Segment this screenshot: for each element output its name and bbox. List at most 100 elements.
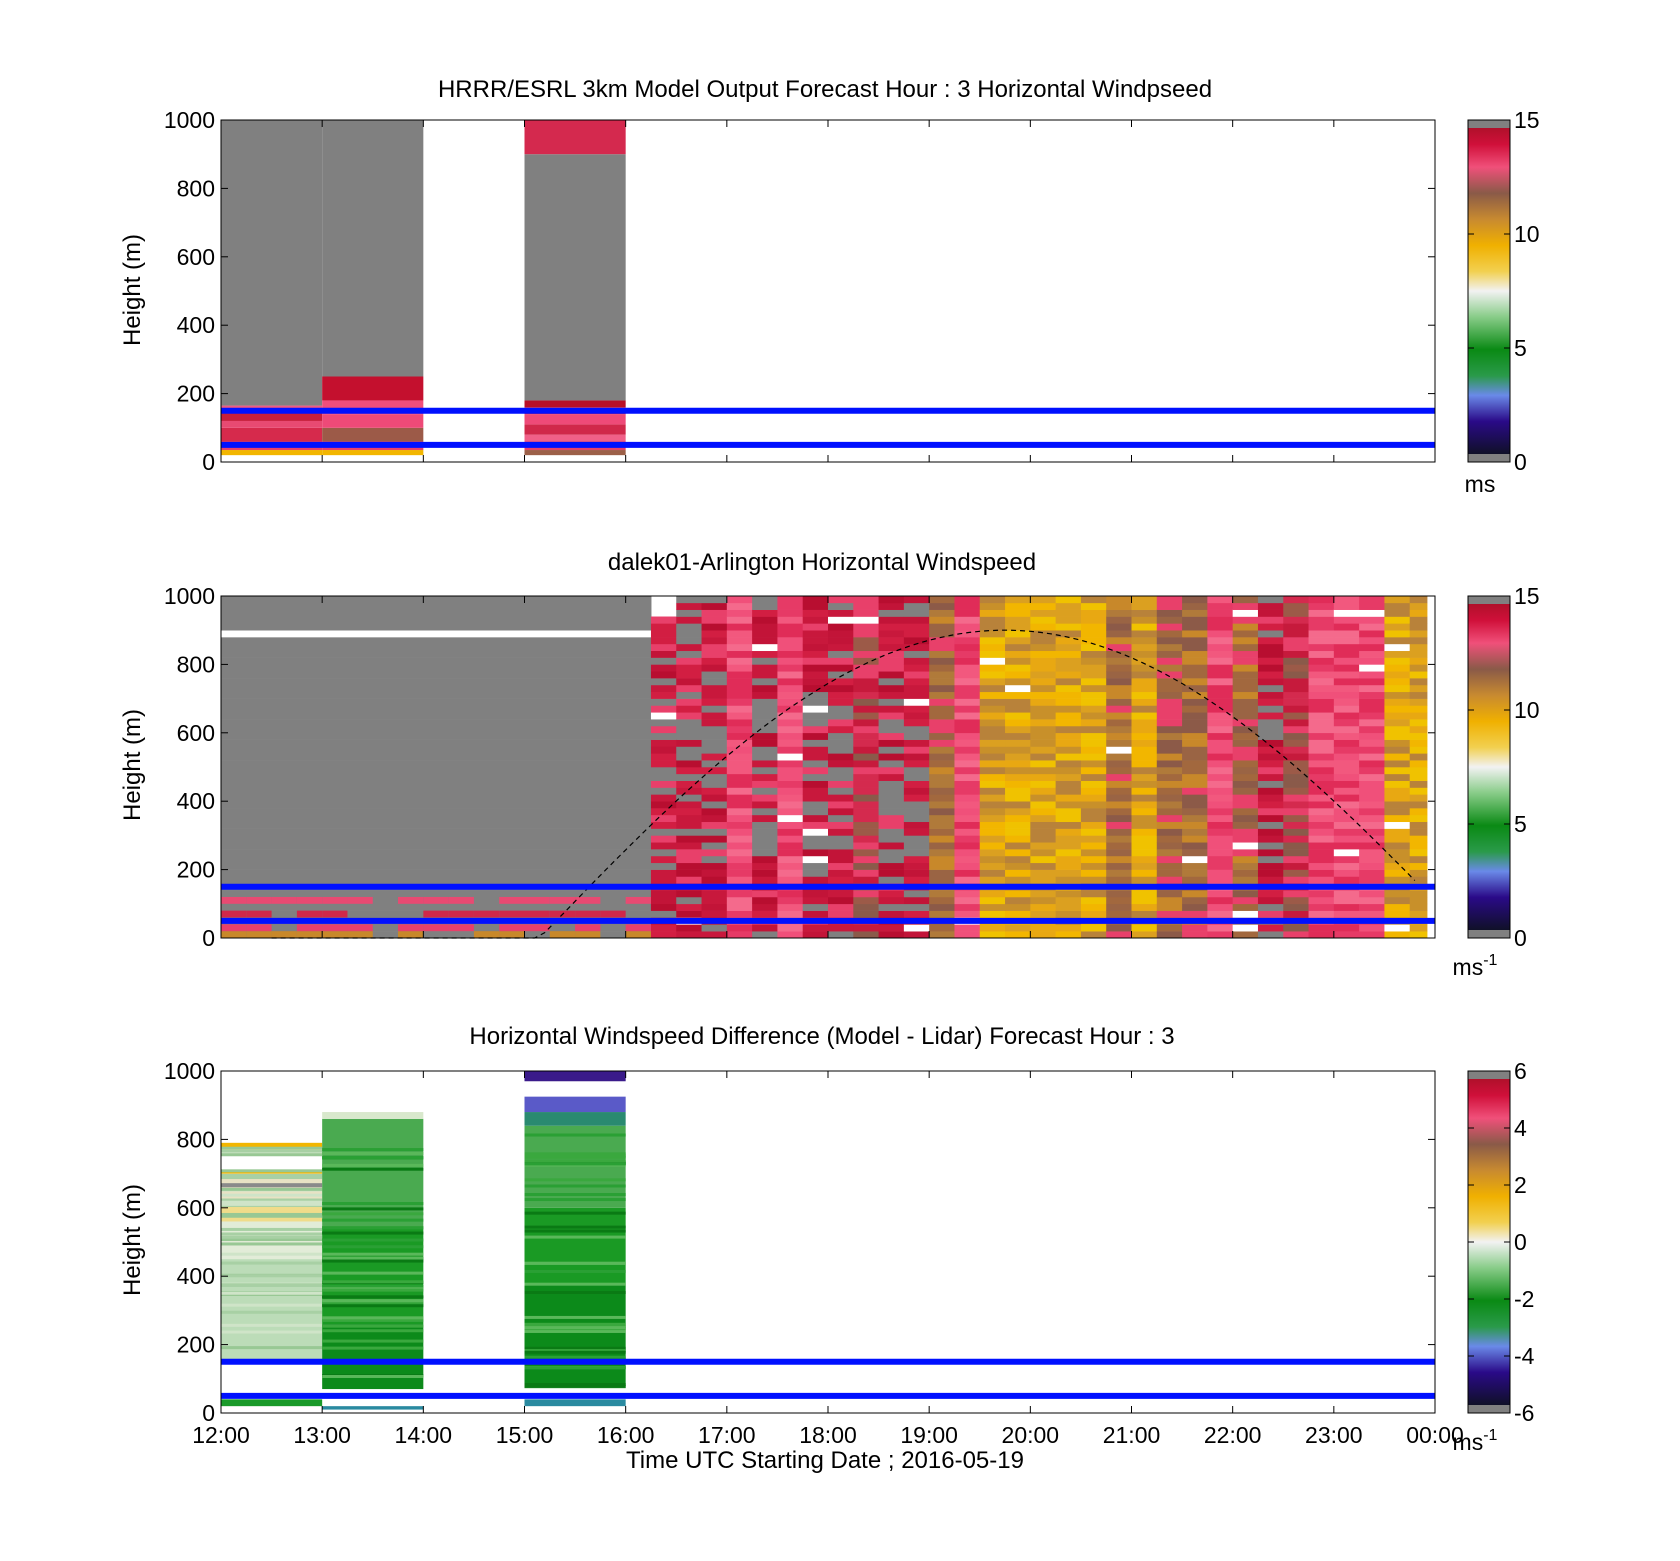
heatmap-cell — [828, 869, 854, 877]
heatmap-cell — [1156, 780, 1183, 788]
heatmap-cell — [676, 794, 703, 802]
heatmap-cell — [828, 760, 854, 768]
heatmap-cell — [524, 1282, 626, 1286]
y-tick-label: 400 — [177, 312, 215, 338]
heatmap-cell — [221, 705, 652, 713]
heatmap-cell — [1156, 650, 1183, 658]
heatmap-cell — [954, 698, 981, 706]
heatmap-cell — [1333, 671, 1360, 679]
heatmap-cell — [448, 924, 474, 932]
heatmap-cell — [954, 746, 981, 754]
heatmap-cell — [1030, 698, 1057, 706]
heatmap-cell — [726, 725, 753, 734]
heatmap-cell — [524, 1349, 626, 1353]
heatmap-cell — [1207, 596, 1234, 604]
heatmap-cell — [1308, 862, 1335, 870]
heatmap-cell — [1232, 814, 1259, 823]
heatmap-cell — [1232, 684, 1259, 693]
heatmap-cell — [524, 1096, 626, 1113]
heatmap-cell — [1080, 855, 1107, 864]
heatmap-cell — [1409, 678, 1428, 686]
heatmap-cell — [1080, 616, 1107, 624]
heatmap-cell — [954, 910, 981, 918]
heatmap-cell — [1283, 732, 1310, 740]
heatmap-cell — [853, 890, 880, 898]
heatmap-cell — [221, 732, 652, 740]
heatmap-cell — [1308, 725, 1335, 734]
heatmap-cell — [701, 773, 728, 781]
heatmap-cell — [650, 712, 677, 720]
heatmap-cell — [777, 814, 804, 823]
heatmap-cell — [1156, 896, 1183, 905]
heatmap-cell — [221, 623, 652, 631]
heatmap-cell — [903, 684, 930, 693]
y-tick-label: 0 — [202, 449, 215, 475]
heatmap-cell — [221, 767, 652, 775]
heatmap-cell — [1359, 596, 1385, 604]
heatmap-cell — [1080, 842, 1107, 850]
heatmap-cell — [1308, 876, 1335, 884]
heatmap-cell — [726, 849, 753, 857]
heatmap-cell — [1359, 773, 1385, 781]
heatmap-cell — [853, 753, 880, 761]
heatmap-cell — [650, 903, 677, 911]
heatmap-cell — [1409, 664, 1428, 672]
heatmap-cell — [1384, 712, 1411, 720]
heatmap-cell — [676, 801, 703, 809]
heatmap-cell — [929, 842, 955, 850]
heatmap-cell — [1156, 760, 1183, 768]
heatmap-cell — [1182, 691, 1208, 699]
heatmap-cell — [1384, 794, 1411, 802]
heatmap-cell — [1182, 896, 1208, 905]
heatmap-cell — [676, 719, 703, 727]
heatmap-cell — [650, 691, 677, 699]
heatmap-cell — [1080, 787, 1107, 795]
heatmap-cell — [701, 910, 728, 918]
heatmap-cell — [676, 787, 703, 795]
heatmap-cell — [853, 787, 880, 795]
heatmap-cell — [853, 698, 880, 706]
y-tick-label: 1000 — [164, 583, 215, 609]
heatmap-cell — [979, 910, 1006, 918]
heatmap-cell — [1384, 903, 1411, 911]
heatmap-cell — [929, 828, 955, 836]
heatmap-cell — [777, 671, 804, 679]
heatmap-cell — [1030, 637, 1057, 645]
heatmap-cell — [1283, 903, 1310, 911]
heatmap-cell — [1106, 637, 1132, 645]
heatmap-cell — [1384, 725, 1411, 734]
heatmap-cell — [701, 869, 728, 877]
heatmap-cell — [524, 1152, 626, 1156]
heatmap-cell — [650, 623, 677, 631]
heatmap-cell — [650, 616, 677, 624]
heatmap-cell — [1308, 609, 1335, 617]
heatmap-cell — [625, 896, 651, 904]
heatmap-cell — [1359, 814, 1385, 823]
heatmap-cell — [650, 780, 677, 788]
heatmap-cell — [524, 1326, 626, 1330]
colorbar-tick-label: 6 — [1514, 1058, 1527, 1084]
heatmap-cell — [221, 698, 652, 706]
heatmap-cell — [1384, 637, 1411, 645]
heatmap-cell — [828, 910, 854, 918]
heatmap-cell — [828, 794, 854, 802]
heatmap-cell — [1080, 794, 1107, 802]
heatmap-cell — [221, 862, 652, 870]
heatmap-cell — [1359, 801, 1385, 809]
heatmap-cell — [1232, 596, 1259, 604]
colorbar-tick-label: -6 — [1514, 1400, 1534, 1426]
heatmap-cell — [1257, 767, 1284, 775]
heatmap-cell — [1055, 855, 1082, 864]
heatmap-cell — [1257, 821, 1284, 829]
heatmap-cell — [676, 876, 703, 884]
heatmap-cell — [676, 657, 703, 665]
heatmap-cell — [1080, 808, 1107, 816]
heatmap-cell — [802, 794, 829, 802]
heatmap-cell — [1409, 691, 1428, 699]
heatmap-cell — [322, 1202, 424, 1206]
heatmap-cell — [1005, 780, 1031, 788]
heatmap-cell — [1182, 862, 1208, 870]
heatmap-cell — [1409, 862, 1428, 870]
heatmap-cell — [1055, 828, 1082, 836]
heatmap-cell — [726, 855, 753, 864]
